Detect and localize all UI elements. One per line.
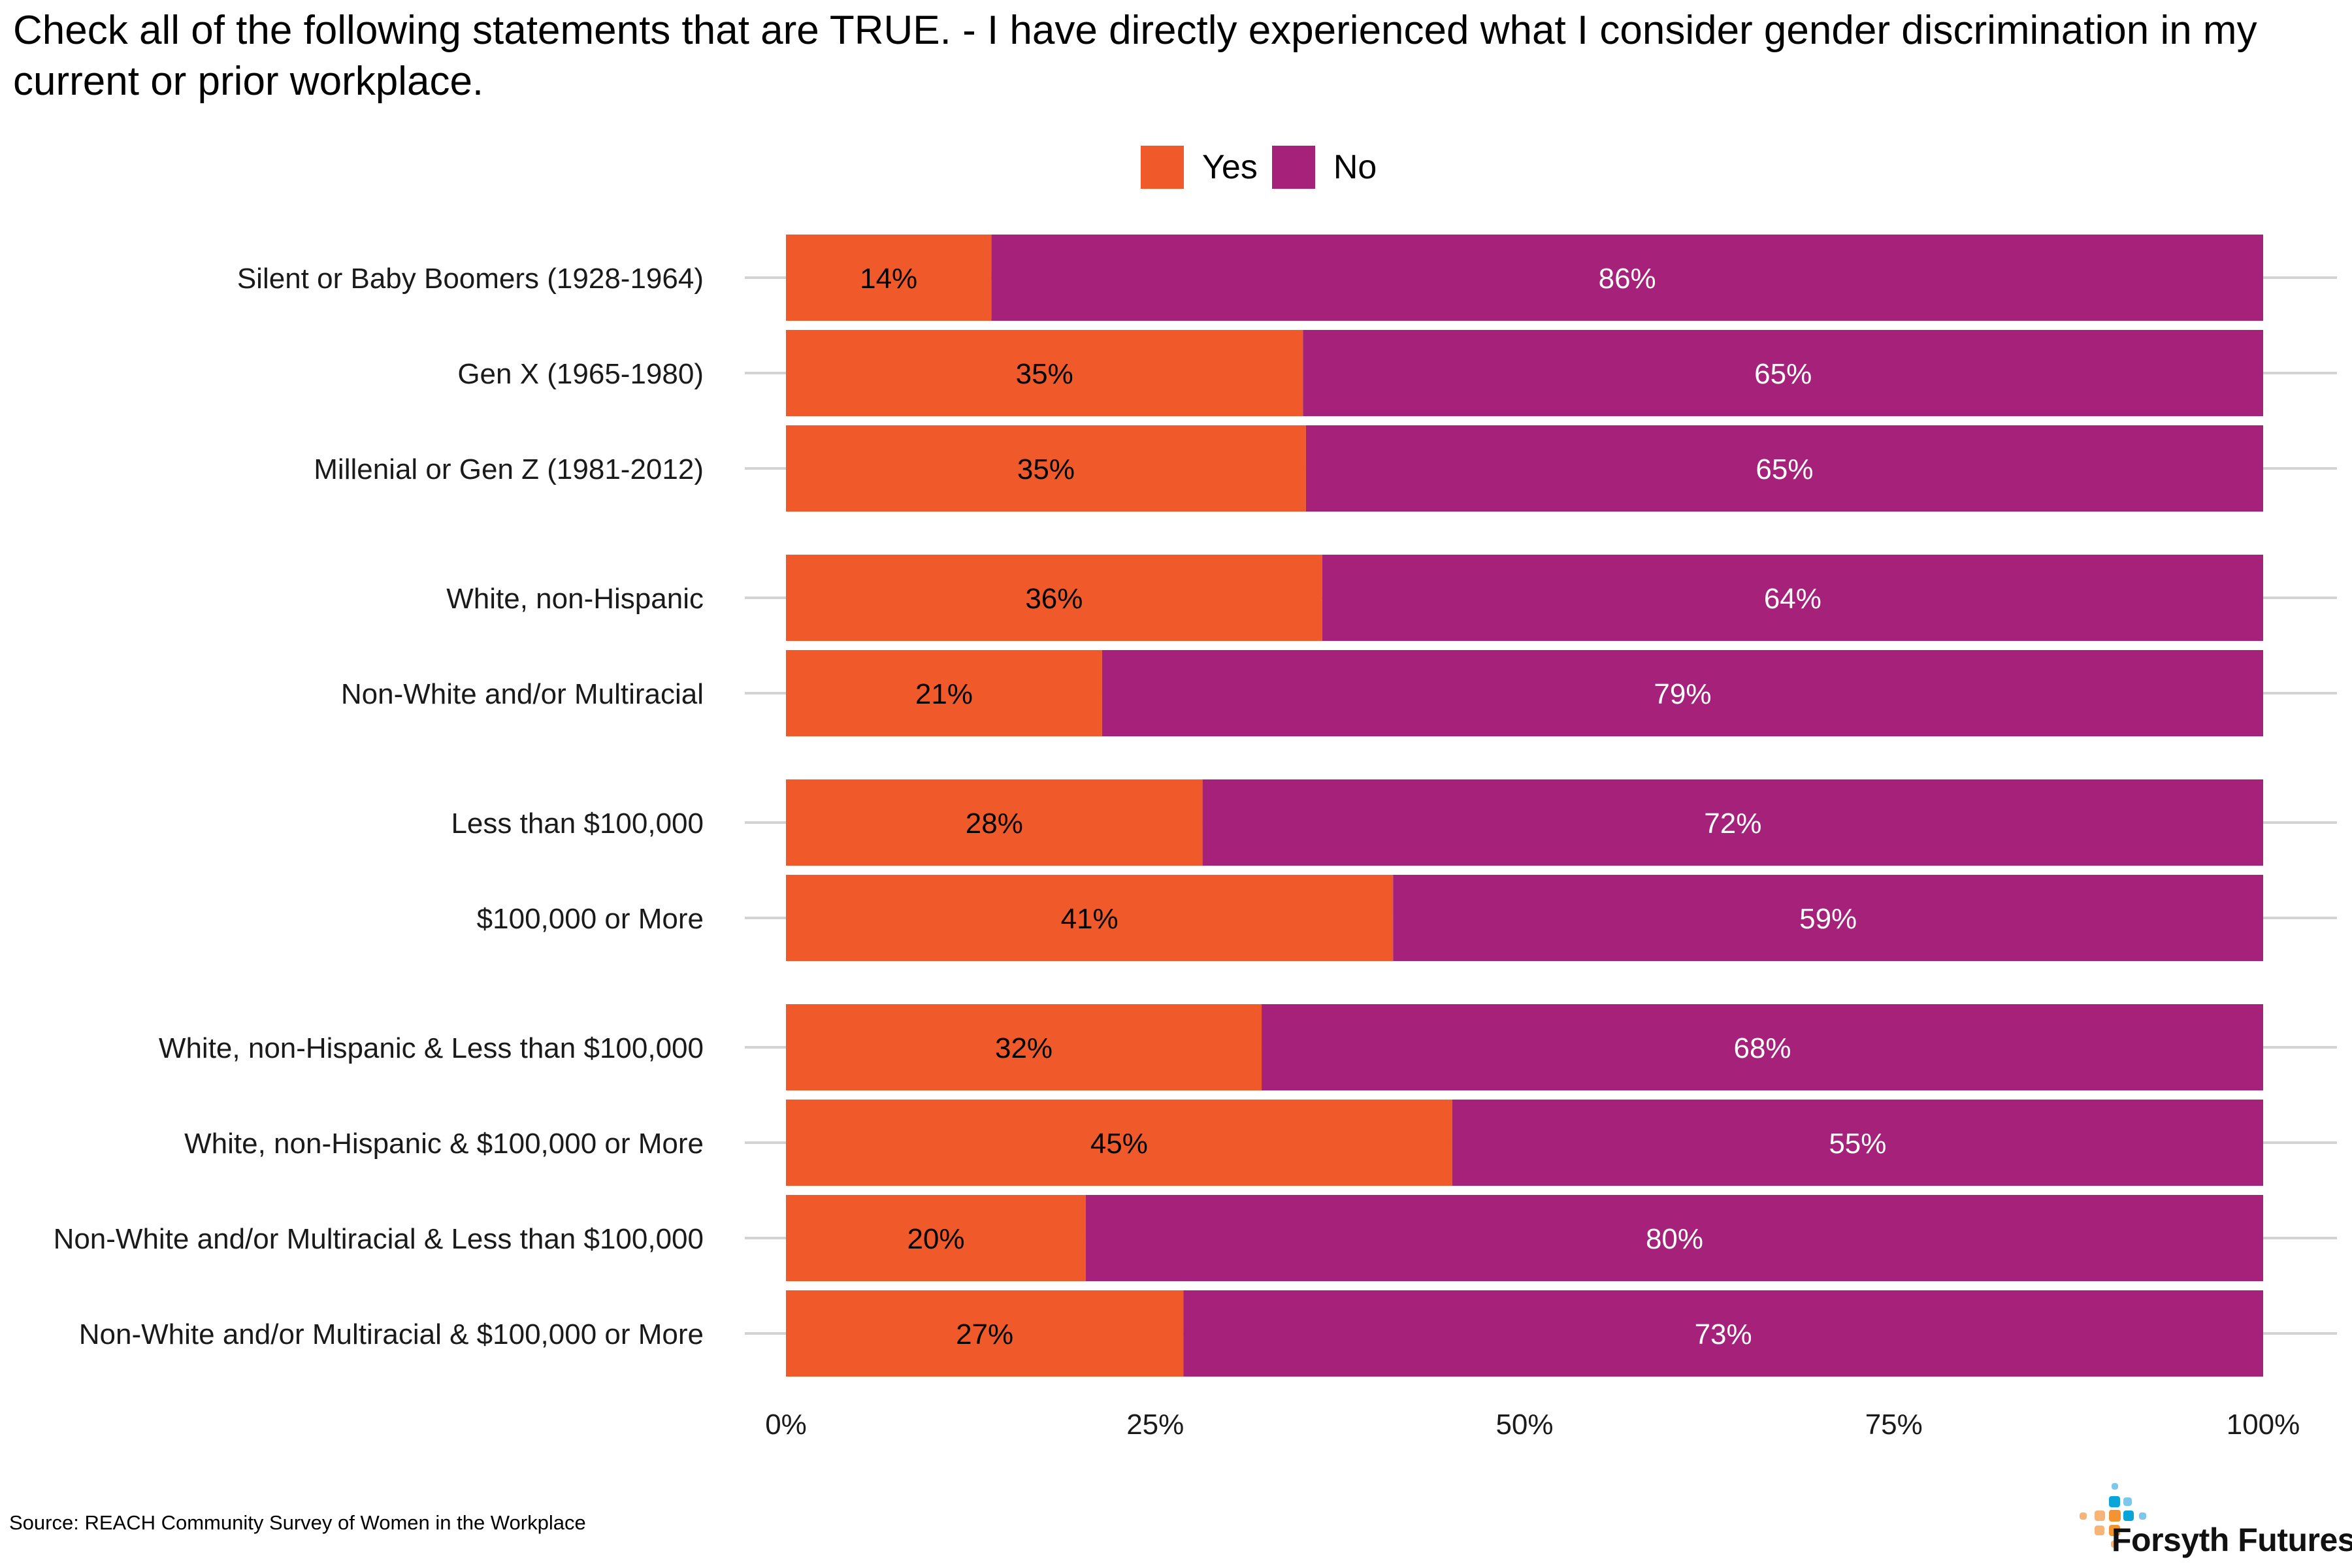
- y-axis-label: Non-White and/or Multiracial: [341, 678, 704, 710]
- bar-yes: [786, 1100, 1452, 1186]
- logo-dot: [2112, 1483, 2118, 1490]
- bar-no: [1202, 779, 2263, 866]
- logo-dot: [2080, 1512, 2087, 1520]
- bar-no: [991, 235, 2263, 321]
- source-note: Source: REACH Community Survey of Women …: [9, 1511, 586, 1534]
- logo-dot: [2123, 1497, 2132, 1506]
- y-axis-label: Non-White and/or Multiracial & $100,000 …: [79, 1318, 704, 1350]
- bar-label-yes: 28%: [966, 808, 1023, 840]
- x-tick-label: 100%: [2227, 1409, 2300, 1441]
- legend: Yes No: [1141, 145, 1391, 189]
- bar-label-no: 65%: [1756, 453, 1813, 485]
- x-tick-label: 75%: [1865, 1409, 1923, 1441]
- bar-label-yes: 20%: [907, 1223, 964, 1255]
- bar-yes: [786, 555, 1322, 641]
- y-axis-label: Silent or Baby Boomers (1928-1964): [237, 263, 704, 295]
- x-tick-label: 50%: [1495, 1409, 1553, 1441]
- logo-text: Forsyth Futures: [2112, 1522, 2352, 1558]
- bar-yes: [786, 1290, 1184, 1377]
- bar-no: [1393, 875, 2263, 961]
- bar-label-no: 72%: [1704, 808, 1761, 840]
- bar-yes: [786, 235, 992, 321]
- y-axis-label: $100,000 or More: [477, 903, 704, 935]
- bar-label-no: 86%: [1599, 263, 1656, 295]
- bar-no: [1322, 555, 2263, 641]
- bar-no: [1102, 650, 2263, 736]
- bar-label-yes: 21%: [915, 678, 973, 710]
- bar-label-no: 68%: [1733, 1032, 1791, 1064]
- bar-no: [1085, 1195, 2263, 1281]
- bar-label-yes: 41%: [1061, 903, 1119, 935]
- bar-no: [1452, 1100, 2263, 1186]
- logo-dot: [2111, 1541, 2118, 1548]
- x-tick-label: 0%: [765, 1409, 807, 1441]
- legend-item-yes: Yes: [1141, 146, 1258, 189]
- bar-label-yes: 45%: [1090, 1128, 1148, 1160]
- logo-dot: [2095, 1511, 2105, 1521]
- bar-label-no: 79%: [1654, 678, 1711, 710]
- bar-label-yes: 27%: [956, 1318, 1013, 1350]
- y-axis-label: White, non-Hispanic & Less than $100,000: [159, 1032, 704, 1064]
- forsyth-futures-logo: Forsyth Futures: [2076, 1482, 2352, 1560]
- bar-label-no: 55%: [1829, 1128, 1886, 1160]
- logo-dot: [2109, 1496, 2120, 1507]
- y-axis-label: White, non-Hispanic & $100,000 or More: [184, 1128, 704, 1160]
- chart-title: Check all of the following statements th…: [13, 8, 2257, 104]
- bar-label-yes: 32%: [995, 1032, 1053, 1064]
- y-axis-label: White, non-Hispanic: [446, 583, 704, 615]
- legend-item-no: No: [1271, 146, 1377, 189]
- legend-swatch-no: [1271, 146, 1315, 189]
- bar-yes: [786, 779, 1203, 866]
- legend-label-yes: Yes: [1202, 148, 1258, 186]
- bar-label-no: 64%: [1764, 583, 1821, 615]
- x-tick-label: 25%: [1126, 1409, 1184, 1441]
- bar-label-no: 73%: [1695, 1318, 1752, 1350]
- logo-dot: [2109, 1525, 2120, 1536]
- bar-label-yes: 36%: [1025, 583, 1083, 615]
- bar-yes: [786, 650, 1102, 736]
- y-axis-label: Less than $100,000: [451, 808, 704, 840]
- bar-label-yes: 35%: [1017, 453, 1075, 485]
- legend-swatch-yes: [1141, 146, 1184, 189]
- bar-yes: [786, 875, 1394, 961]
- bar-yes: [786, 1195, 1086, 1281]
- logo-dot: [2139, 1512, 2146, 1520]
- bar-label-no: 65%: [1754, 358, 1812, 390]
- bar-label-no: 59%: [1799, 903, 1857, 935]
- y-axis-label: Millenial or Gen Z (1981-2012): [314, 453, 704, 485]
- y-axis-label: Non-White and/or Multiracial & Less than…: [54, 1223, 704, 1255]
- bar-no: [1303, 330, 2263, 416]
- bar-no: [1262, 1004, 2263, 1090]
- legend-label-no: No: [1333, 148, 1377, 186]
- bar-yes: [786, 425, 1306, 512]
- bar-no: [1305, 425, 2263, 512]
- logo-dot: [2109, 1510, 2121, 1522]
- bar-yes: [786, 330, 1303, 416]
- bar-label-no: 80%: [1646, 1223, 1703, 1255]
- bar-label-yes: 14%: [860, 263, 917, 295]
- bar-label-yes: 35%: [1016, 358, 1073, 390]
- y-axis-label: Gen X (1965-1980): [457, 358, 704, 390]
- bar-no: [1183, 1290, 2263, 1377]
- bar-yes: [786, 1004, 1262, 1090]
- logo-dot: [2123, 1511, 2134, 1521]
- logo-dot: [2095, 1526, 2104, 1535]
